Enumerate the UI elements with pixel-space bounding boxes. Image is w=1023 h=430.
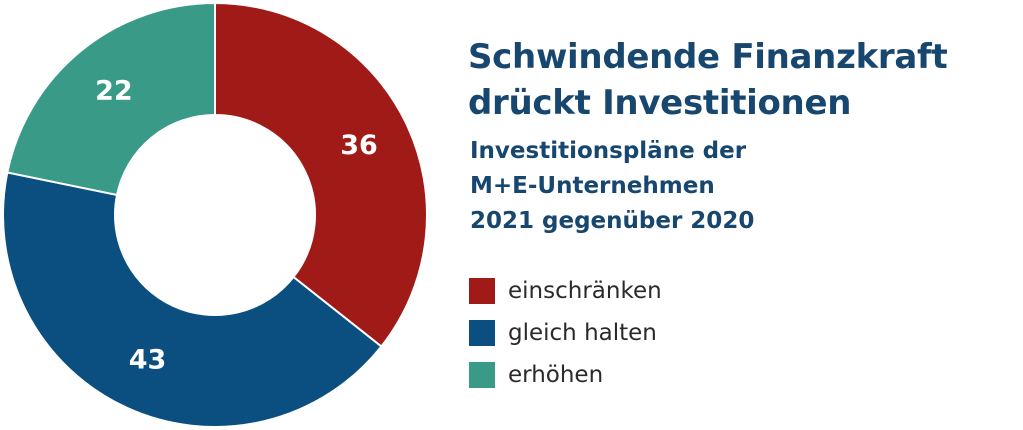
slice-value-label-erhoehen: 22 (95, 76, 133, 107)
slice-gleich-halten (2, 171, 383, 428)
slice-value-label-gleich-halten: 43 (129, 345, 167, 376)
slice-erhoehen (6, 1, 216, 197)
legend-label-erhoehen: erhöhen (508, 362, 604, 388)
legend-item-gleich-halten: gleich halten (469, 312, 662, 354)
chart-subtitle-line-3: 2021 gegenüber 2020 (470, 208, 755, 234)
legend-swatch-erhoehen (469, 362, 495, 388)
chart-title: Schwindende Finanzkraft drückt Investiti… (468, 34, 1018, 126)
slice-value-label-einschraenken: 36 (340, 130, 378, 161)
donut-slices (2, 1, 428, 428)
legend-item-erhoehen: erhöhen (469, 354, 662, 396)
chart-title-line-1: Schwindende Finanzkraft (468, 37, 948, 77)
slice-einschraenken (214, 1, 428, 348)
legend-label-einschraenken: einschränken (508, 278, 662, 304)
legend: einschränken gleich halten erhöhen (469, 270, 662, 396)
donut-chart: 36 43 22 (2, 1, 428, 428)
legend-label-gleich-halten: gleich halten (508, 320, 657, 346)
slice-labels: 36 43 22 (95, 76, 378, 376)
chart-subtitle-line-1: Investitionspläne der (470, 138, 747, 164)
legend-item-einschraenken: einschränken (469, 270, 662, 312)
legend-swatch-einschraenken (469, 278, 495, 304)
legend-swatch-gleich-halten (469, 320, 495, 346)
chart-subtitle-line-2: M+E-Unternehmen (470, 173, 715, 199)
chart-title-line-2: drückt Investitionen (468, 83, 852, 123)
chart-subtitle: Investitionspläne der M+E-Unternehmen 20… (470, 134, 1010, 239)
